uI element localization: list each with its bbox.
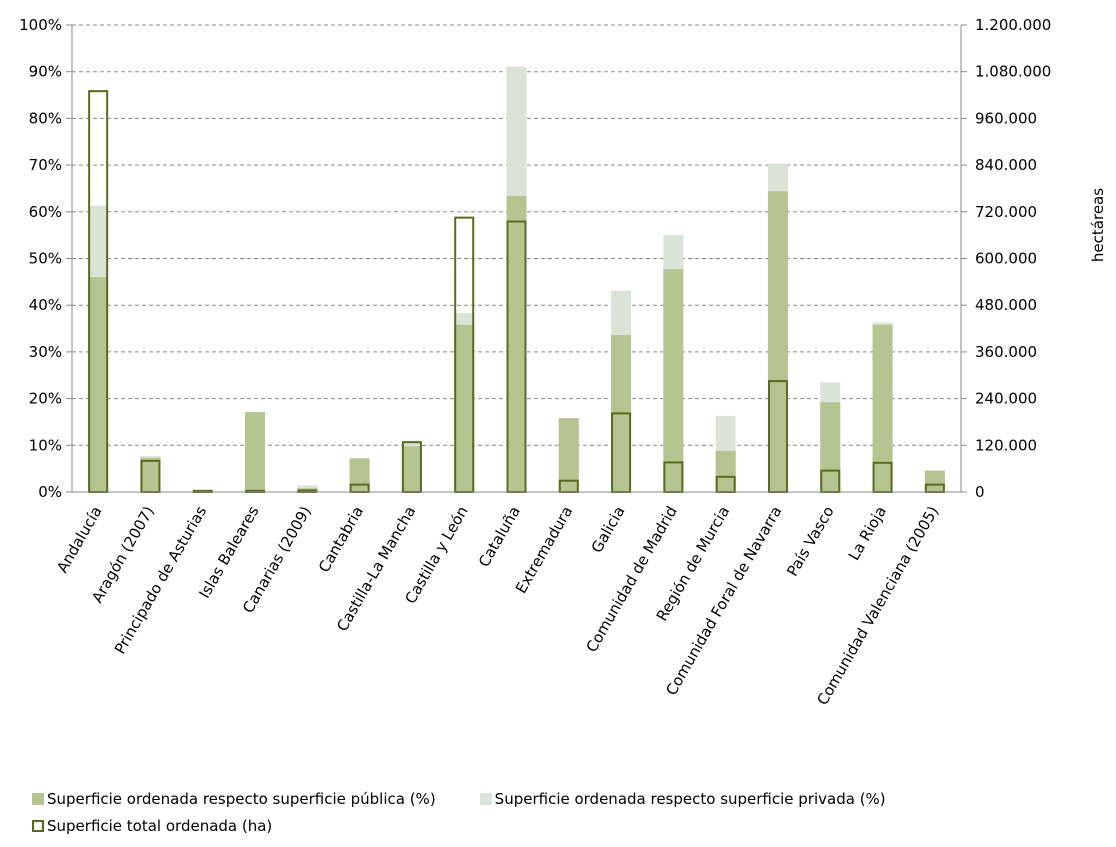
bar-public: [558, 418, 579, 492]
legend-label-private: Superficie ordenada respecto superficie …: [494, 789, 886, 808]
x-tick-label: Extremadura: [512, 503, 576, 596]
y-right-tick-label: 1.200.000: [975, 16, 1051, 34]
x-tick-label: Andalucía: [53, 503, 105, 576]
legend: Superficie ordenada respecto superficie …: [32, 785, 1112, 839]
y-right-tick-label: 600.000: [975, 250, 1037, 268]
y-right-tick-label: 240.000: [975, 390, 1037, 408]
legend-swatch-total: [32, 819, 44, 832]
legend-row: Superficie ordenada respecto superficie …: [32, 785, 1112, 812]
y-left-tick-label: 100%: [19, 16, 62, 34]
y-right-tick-label: 0: [975, 483, 985, 501]
bar-public: [924, 470, 945, 492]
y-right-tick-label: 360.000: [975, 343, 1037, 361]
x-tick-label: Principado de Asturias: [111, 503, 210, 657]
y-left-tick-label: 20%: [29, 390, 62, 408]
bar-public: [245, 412, 266, 492]
legend-item-total: Superficie total ordenada (ha): [32, 817, 272, 835]
x-tick-label: Cataluña: [475, 503, 524, 570]
y-right-tick-label: 840.000: [975, 156, 1037, 174]
y-left-tick-label: 40%: [29, 296, 62, 314]
bar-public: [820, 402, 841, 492]
bar-public: [715, 450, 736, 492]
y-left-tick-label: 70%: [29, 156, 62, 174]
bar-public: [88, 277, 109, 492]
x-tick-label: País Vasco: [783, 503, 838, 579]
y-left-tick-label: 80%: [29, 109, 62, 127]
x-tick-label: Cantabria: [315, 503, 367, 575]
x-tick-label: La Rioja: [845, 503, 890, 563]
y-left-tick-label: 60%: [29, 203, 62, 221]
bar-public: [140, 457, 161, 492]
y-left-tick-label: 50%: [29, 250, 62, 268]
legend-label-total: Superficie total ordenada (ha): [47, 816, 273, 835]
legend-swatch-private: [479, 792, 492, 805]
y-left-tick-label: 30%: [29, 343, 62, 361]
legend-item-public: Superficie ordenada respecto superficie …: [32, 790, 436, 808]
bar-public: [767, 191, 788, 492]
y-left-tick-label: 90%: [29, 63, 62, 81]
legend-item-private: Superficie ordenada respecto superficie …: [479, 789, 886, 808]
y-right-tick-label: 960.000: [975, 109, 1037, 127]
y-right-tick-label: 120.000: [975, 436, 1037, 454]
x-tick-label: Galicia: [588, 503, 629, 556]
legend-swatch-public: [32, 792, 44, 805]
y-right-tick-label: 480.000: [975, 296, 1037, 314]
bar-public: [872, 324, 893, 492]
bar-public: [349, 458, 370, 492]
bar-public: [454, 324, 475, 492]
chart-svg: 0% 0 10% 120.000 20% 240.000 30% 360.000 40% 480.…: [19, 16, 1107, 708]
bar-public: [506, 195, 527, 492]
x-tick-label: Comunidad Valenciana (2005): [813, 503, 942, 708]
y-left-tick-label: 0%: [38, 483, 62, 501]
y-right-tick-label: 720.000: [975, 203, 1037, 221]
y-left-tick-label: 10%: [29, 436, 62, 454]
x-tick-label: Comunidad de Madrid: [583, 503, 681, 655]
bar-public: [663, 269, 684, 492]
legend-row: Superficie total ordenada (ha): [32, 812, 1112, 839]
bar-public: [401, 446, 422, 492]
y-right-tick-label: 1.080.000: [975, 63, 1051, 81]
y-right-axis-title: hectáreas: [1089, 188, 1107, 262]
legend-label-public: Superficie ordenada respecto superficie …: [47, 789, 436, 808]
